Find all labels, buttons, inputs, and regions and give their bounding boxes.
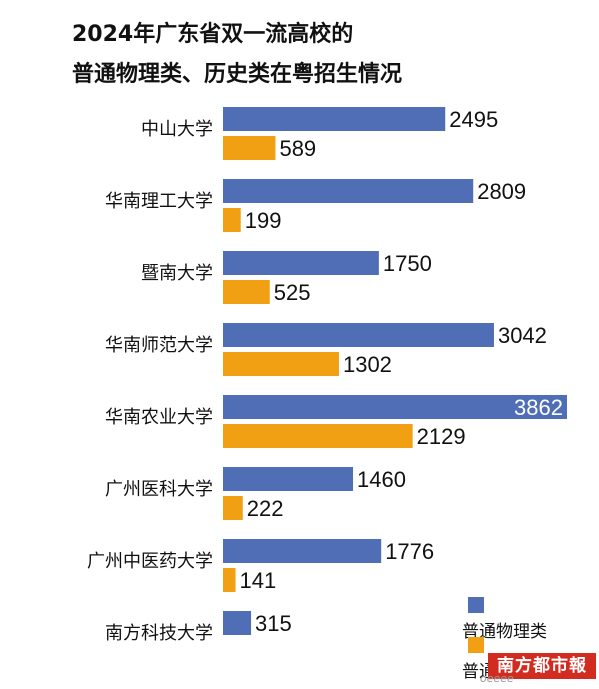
data-label: 2129: [417, 424, 466, 449]
bar-history: [223, 568, 236, 592]
bar-physics: [223, 611, 252, 635]
data-label: 1302: [343, 352, 392, 377]
data-label: 525: [274, 280, 311, 305]
chart-subtitle: 普通物理类、历史类在粤招生情况: [72, 62, 403, 87]
category-label: 华南理工大学: [105, 191, 213, 212]
bar-history: [223, 424, 413, 448]
bar-history: [223, 208, 241, 232]
data-label: 1776: [385, 539, 434, 564]
bar-physics: [223, 107, 446, 131]
legend-swatch-physics: [468, 597, 484, 613]
bar-physics: [223, 539, 382, 563]
category-label: 南方科技大学: [105, 623, 213, 644]
data-label: 199: [245, 208, 282, 233]
bar-history: [223, 280, 270, 304]
data-label: 3042: [498, 323, 547, 348]
data-label: 141: [240, 568, 277, 593]
data-label: 2809: [477, 179, 526, 204]
bar-physics: [223, 323, 494, 347]
data-label: 315: [255, 611, 292, 636]
data-label: 2495: [449, 107, 498, 132]
bar-history: [223, 136, 276, 160]
data-label: 589: [279, 136, 316, 161]
watermark-logo: 南方都市報: [488, 653, 596, 679]
category-label: 暨南大学: [141, 263, 213, 284]
data-label: 3862: [514, 395, 563, 420]
bar-physics: [223, 251, 379, 275]
bar-physics: [223, 395, 567, 419]
category-label: 华南农业大学: [105, 407, 213, 428]
category-label: 中山大学: [141, 119, 213, 140]
bar-physics: [223, 467, 354, 491]
data-label: 222: [247, 496, 284, 521]
watermark-site: oeeee: [480, 672, 514, 685]
category-label: 广州中医药大学: [87, 551, 213, 572]
bar-history: [223, 352, 339, 376]
legend-swatch-history: [468, 637, 484, 653]
data-label: 1750: [383, 251, 432, 276]
chart-title: 2024年广东省双一流高校的: [72, 22, 354, 47]
bar-physics: [223, 179, 474, 203]
bar-history: [223, 496, 243, 520]
category-label: 华南师范大学: [105, 335, 213, 356]
data-label: 1460: [357, 467, 406, 492]
category-label: 广州医科大学: [105, 479, 213, 500]
